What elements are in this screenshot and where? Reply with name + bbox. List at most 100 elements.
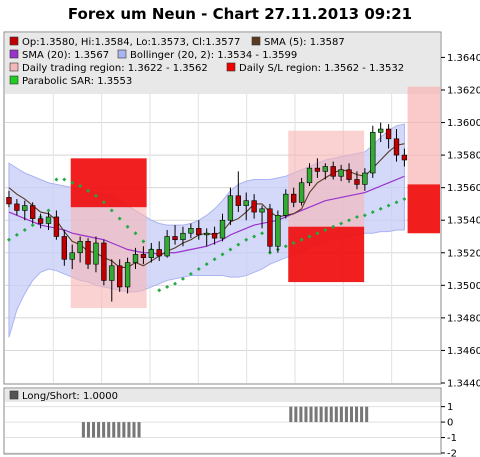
candle: [298, 177, 305, 206]
sar-dot: [228, 247, 233, 252]
long-short-bar: [324, 406, 328, 423]
candle-body: [354, 179, 360, 185]
chart-title: Forex um Neun - Chart 27.11.2013 09:21: [68, 5, 412, 23]
candle-body: [61, 236, 67, 260]
long-short-bar: [355, 406, 359, 423]
legend-entry: Parabolic SAR: 1.3553: [9, 75, 132, 87]
sar-dot: [347, 218, 352, 223]
candle: [6, 190, 12, 208]
candle: [109, 259, 115, 302]
sar-dot: [101, 200, 106, 205]
candle: [14, 199, 20, 216]
candle-body: [378, 128, 384, 133]
candle: [61, 229, 67, 266]
candle-body: [362, 172, 368, 185]
candle-body: [188, 228, 194, 234]
candle-body: [180, 232, 186, 241]
long-short-bar: [289, 406, 293, 423]
sub-legend-label: Long/Short: 1.0000: [22, 391, 118, 402]
legend-swatch: [117, 49, 127, 59]
legend-swatch: [9, 49, 19, 59]
long-short-bar: [112, 422, 116, 438]
legend-entry: Daily trading region: 1.3622 - 1.3562: [9, 62, 208, 74]
long-short-bar: [309, 406, 313, 423]
sar-dot: [117, 216, 122, 221]
sar-dot: [354, 214, 359, 219]
legend-label: Parabolic SAR: 1.3553: [22, 76, 132, 87]
candle-body: [259, 208, 265, 213]
candle: [362, 168, 368, 191]
y-tick-label: 1.3640: [447, 53, 480, 64]
candle-body: [227, 195, 234, 221]
y-tick-label: 1.3560: [447, 183, 480, 194]
legend-swatch: [251, 36, 261, 46]
sar-dot: [109, 208, 114, 213]
long-short-bar: [81, 422, 85, 438]
candle: [140, 246, 147, 265]
candle-body: [219, 219, 226, 239]
long-short-bar: [329, 406, 333, 423]
candle: [354, 171, 360, 190]
y-tick-label: 1.3480: [447, 313, 480, 324]
candle: [385, 124, 392, 149]
long-short-bar: [122, 422, 126, 438]
daily-sl-region-current: [407, 184, 440, 234]
long-short-bar: [137, 422, 141, 438]
candle: [53, 210, 60, 240]
candle-body: [243, 200, 249, 206]
candle: [85, 238, 91, 270]
sar-dot: [141, 239, 146, 244]
legend-swatch: [226, 62, 236, 72]
candle: [330, 161, 336, 180]
candle: [393, 129, 400, 162]
candle-body: [401, 154, 408, 161]
candle: [370, 125, 376, 178]
candle: [219, 213, 226, 242]
candle-body: [85, 241, 91, 265]
sub-legend-entry: Long/Short: 1.0000: [9, 390, 118, 402]
sar-dot: [173, 281, 178, 286]
candle: [322, 163, 328, 180]
legend-panel: [5, 33, 440, 94]
sar-dot: [93, 193, 98, 198]
y-tick-label: 1.3520: [447, 248, 480, 259]
sar-dot: [339, 221, 344, 226]
y-tick-label: 1.3580: [447, 151, 480, 162]
long-short-bar: [97, 422, 101, 438]
legend-label: Daily S/L region: 1.3562 - 1.3532: [239, 63, 404, 74]
candle-body: [322, 166, 328, 172]
sar-dot: [252, 234, 257, 239]
sub-y-tick-label: 1: [447, 402, 453, 413]
candle: [188, 223, 194, 239]
sub-y-tick-label: -2: [447, 449, 457, 457]
legend-swatch: [9, 75, 19, 85]
candle-body: [101, 242, 107, 281]
candle: [93, 236, 99, 273]
daily-sl-region: [70, 158, 147, 208]
candle: [22, 200, 28, 221]
candle-body: [283, 193, 289, 216]
candle: [77, 236, 83, 263]
candle: [251, 194, 257, 219]
candle-body: [53, 216, 60, 237]
sar-dot: [331, 224, 336, 229]
candle-body: [338, 169, 344, 177]
sar-dot: [220, 252, 225, 257]
long-short-bar: [344, 406, 348, 423]
candle: [124, 257, 131, 294]
candle: [306, 163, 313, 187]
candle-body: [132, 254, 139, 263]
candle: [243, 192, 249, 221]
candle: [164, 229, 170, 258]
sub-legend-swatch: [9, 390, 19, 400]
candle-body: [69, 252, 75, 260]
legend-swatch: [9, 36, 19, 46]
candle: [172, 225, 178, 245]
long-short-bars: [81, 406, 369, 438]
candle-body: [156, 249, 162, 257]
candle: [401, 148, 408, 167]
y-tick-label: 1.3500: [447, 281, 480, 292]
sub-y-axis-ticks: 1 0 -1 -2: [441, 402, 457, 457]
candle-body: [298, 182, 305, 203]
